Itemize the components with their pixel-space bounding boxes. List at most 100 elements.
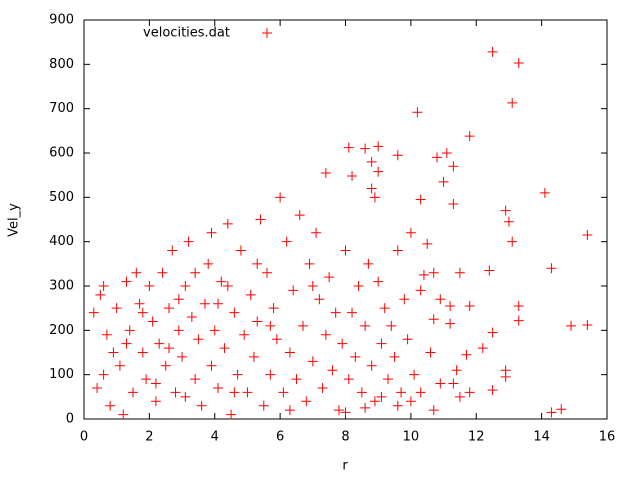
scatter-point [206, 360, 217, 371]
x-tick-label: 16 [599, 430, 616, 445]
scatter-point [170, 387, 181, 398]
y-tick-label: 500 [49, 190, 74, 205]
scatter-point [487, 46, 498, 57]
scatter-point [137, 307, 148, 318]
scatter-point [118, 409, 129, 420]
scatter-point [324, 272, 335, 283]
scatter-point [445, 300, 456, 311]
scatter-point [275, 192, 286, 203]
x-tick-label: 6 [276, 430, 284, 445]
scatter-point [464, 387, 475, 398]
scatter-point [412, 107, 423, 118]
scatter-point [150, 378, 161, 389]
scatter-point [229, 307, 240, 318]
scatter-point [281, 236, 292, 247]
scatter-point [347, 171, 358, 182]
scatter-point [582, 230, 593, 241]
scatter-point [304, 258, 315, 269]
scatter-point [451, 365, 462, 376]
scatter-point [147, 316, 158, 327]
scatter-point [330, 307, 341, 318]
scatter-point [448, 378, 459, 389]
scatter-point [111, 303, 122, 314]
scatter-point [513, 315, 524, 326]
scatter-point [422, 238, 433, 249]
scatter-point [487, 385, 498, 396]
scatter-point [513, 58, 524, 69]
scatter-point [376, 338, 387, 349]
scatter-point [373, 166, 384, 177]
x-tick-label: 8 [341, 430, 349, 445]
x-axis-label: r [342, 459, 348, 474]
scatter-point [163, 303, 174, 314]
scatter-point [415, 285, 426, 296]
scatter-point [173, 325, 184, 336]
scatter-point [487, 327, 498, 338]
scatter-point [353, 281, 364, 291]
scatter-point [402, 334, 413, 345]
scatter-point [356, 387, 367, 398]
plot-frame [83, 19, 608, 420]
scatter-point [392, 400, 403, 411]
scatter-point [340, 407, 351, 418]
scatter-point [428, 267, 439, 278]
scatter-point [396, 387, 407, 398]
scatter-point [360, 402, 371, 413]
scatter-point [157, 267, 168, 278]
y-tick-label: 300 [49, 279, 74, 294]
scatter-point [320, 167, 331, 178]
scatter-point [311, 227, 322, 238]
scatter-point [546, 263, 557, 274]
scatter-point [284, 405, 295, 416]
scatter-point [177, 351, 188, 362]
scatter-point [137, 347, 148, 358]
scatter-point [366, 360, 377, 371]
scatter-point [167, 245, 178, 256]
scatter-point [464, 131, 475, 142]
x-tick-label: 10 [403, 430, 420, 445]
scatter-point [258, 400, 269, 411]
scatter-point [392, 245, 403, 256]
legend-marker [262, 28, 272, 38]
scatter-point [343, 374, 354, 385]
scatter-point [461, 349, 472, 360]
scatter-point [425, 347, 436, 358]
scatter-point [445, 318, 456, 329]
scatter-point [180, 281, 191, 291]
scatter-point [186, 312, 197, 323]
scatter-point [392, 150, 403, 161]
scatter-point [438, 176, 449, 187]
y-tick-label: 400 [49, 234, 74, 249]
scatter-point [160, 360, 171, 371]
y-tick-label: 900 [49, 13, 74, 28]
scatter-point [343, 142, 354, 153]
scatter-point [389, 351, 400, 362]
scatter-point [226, 409, 237, 420]
scatter-point [399, 294, 410, 305]
scatter-point [271, 334, 282, 345]
scatter-point [409, 369, 420, 380]
scatter-point [441, 148, 452, 158]
scatter-point [209, 325, 220, 336]
y-tick-label: 600 [49, 146, 74, 161]
scatter-point [154, 338, 165, 349]
scatter-point [144, 281, 155, 291]
scatter-point [173, 294, 184, 305]
scatter-point [199, 298, 210, 309]
scatter-point [432, 152, 443, 163]
scatter-point [288, 285, 299, 296]
y-tick-label: 100 [49, 367, 74, 382]
scatter-point [239, 329, 250, 340]
scatter-point [360, 143, 371, 154]
scatter-point [114, 360, 125, 371]
scatter-point [150, 396, 161, 407]
scatter-point [369, 396, 380, 407]
scatter-point [235, 245, 246, 256]
x-tick-label: 4 [211, 430, 219, 445]
x-tick-label: 12 [468, 430, 485, 445]
scatter-point [366, 183, 377, 194]
scatter-point [382, 374, 393, 385]
scatter-point [513, 300, 524, 311]
scatter-point [298, 320, 309, 331]
scatter-point [337, 338, 348, 349]
